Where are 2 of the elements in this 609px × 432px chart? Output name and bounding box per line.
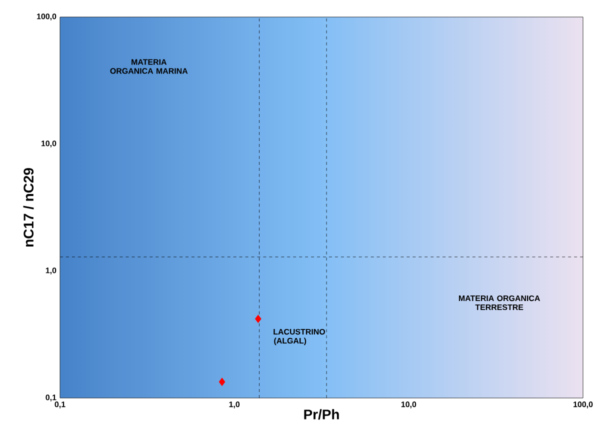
y-axis-title: nC17 / nC29 <box>23 168 34 246</box>
x-axis-title: Pr/Ph <box>304 409 339 420</box>
